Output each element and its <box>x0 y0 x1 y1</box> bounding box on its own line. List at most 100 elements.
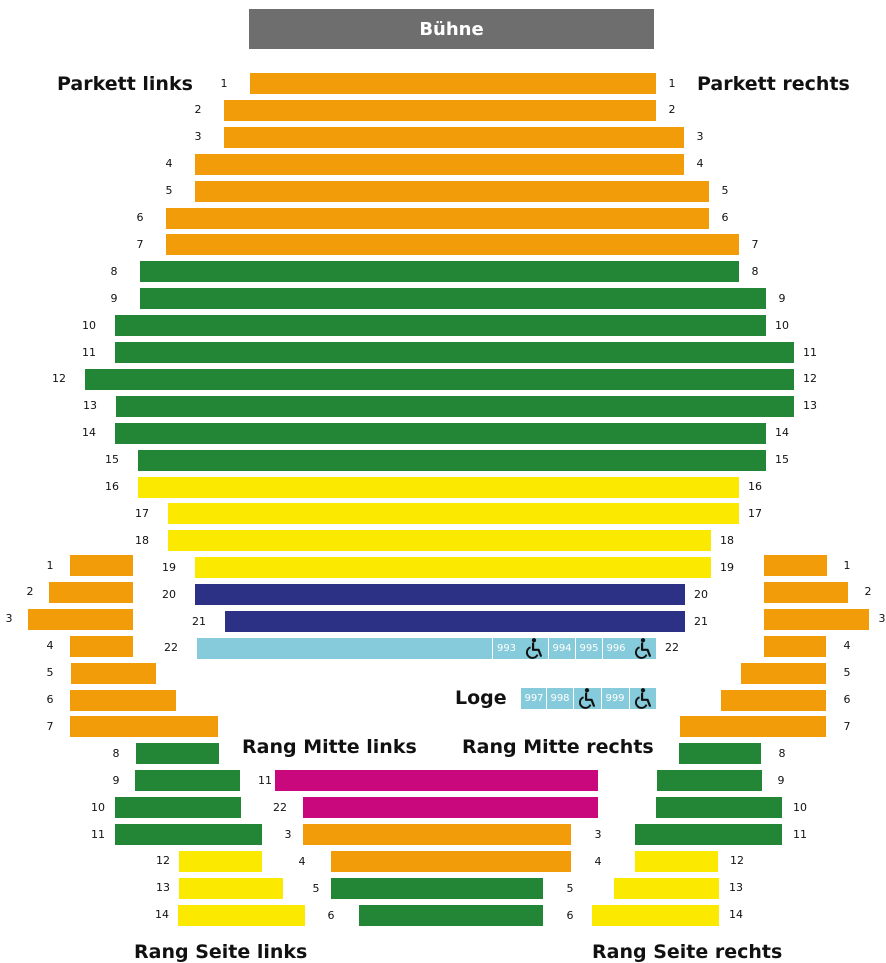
parkett-row-2[interactable] <box>224 99 656 121</box>
row-number-right: 10 <box>775 318 789 332</box>
parkett-row-15[interactable] <box>138 449 766 471</box>
seat-996[interactable]: 996 <box>606 642 626 654</box>
rang-seite-rechts-row-12[interactable] <box>635 850 718 872</box>
row-number: 12 <box>156 854 170 868</box>
row-number-right: 19 <box>720 560 734 574</box>
rang-seite-rechts-row-6[interactable] <box>721 689 826 711</box>
rang-seite-links-row-6[interactable] <box>70 689 176 711</box>
parkett-row-8[interactable] <box>140 261 739 283</box>
parkett-row-11[interactable] <box>115 342 794 363</box>
rang-seite-links-row-11[interactable] <box>115 824 262 845</box>
rang-seite-rechts-row-3[interactable] <box>764 608 869 630</box>
parkett-row-18[interactable] <box>168 530 711 552</box>
wheelchair-icon[interactable] <box>576 687 598 709</box>
rang-mitte-row-11[interactable] <box>275 770 598 791</box>
row-number-left: 6 <box>136 211 144 224</box>
row-number: 5 <box>46 666 54 680</box>
rang-seite-links-row-9[interactable] <box>135 770 240 792</box>
rang-seite-links-row-14[interactable] <box>178 904 305 926</box>
section-parkett-links-label: Parkett links <box>57 73 193 95</box>
rang-seite-rechts-row-4[interactable] <box>764 635 826 657</box>
seat-divider <box>548 637 549 659</box>
parkett-row-17[interactable] <box>168 503 739 525</box>
parkett-row-9[interactable] <box>140 288 766 310</box>
rang-seite-links-row-5[interactable] <box>71 662 156 684</box>
parkett-row-12[interactable] <box>85 368 794 390</box>
rang-seite-rechts-row-1[interactable] <box>764 555 827 576</box>
parkett-row-7[interactable] <box>166 234 739 256</box>
rang-seite-links-row-12[interactable] <box>179 850 262 872</box>
rang-seite-rechts-row-13[interactable] <box>614 877 719 899</box>
row-number-left: 13 <box>83 399 97 413</box>
rang-seite-links-row-10[interactable] <box>115 797 241 819</box>
rang-seite-rechts-row-14[interactable] <box>592 904 719 926</box>
row-number: 7 <box>46 719 54 733</box>
rang-seite-links-row-3[interactable] <box>28 608 133 630</box>
seat-divider <box>546 688 547 709</box>
row-number-right: 1 <box>668 76 676 90</box>
parkett-row-16[interactable] <box>138 476 739 498</box>
rang-seite-rechts-row-8[interactable] <box>679 743 761 765</box>
rang-seite-links-row-2[interactable] <box>49 581 133 603</box>
row-number: 10 <box>793 800 807 814</box>
row-number-right: 17 <box>748 506 762 520</box>
rang-mitte-row-22[interactable] <box>303 797 598 818</box>
rang-seite-rechts-row-5[interactable] <box>741 662 826 684</box>
row-number-left: 5 <box>312 881 320 895</box>
section-rang-seite-links-label: Rang Seite links <box>134 941 308 963</box>
seat-995[interactable]: 995 <box>579 642 599 654</box>
parkett-row-19[interactable] <box>195 557 711 579</box>
seat-divider <box>602 637 603 659</box>
row-number-right: 6 <box>721 211 729 224</box>
wheelchair-icon[interactable] <box>523 637 545 659</box>
rang-seite-rechts-row-11[interactable] <box>635 824 782 845</box>
parkett-row-20[interactable] <box>195 584 685 606</box>
rang-seite-links-row-8[interactable] <box>136 743 219 765</box>
row-number-left: 8 <box>110 264 118 278</box>
row-number-right: 4 <box>696 157 704 171</box>
rang-seite-rechts-row-2[interactable] <box>764 581 848 603</box>
rang-seite-links-row-4[interactable] <box>70 635 133 657</box>
rang-seite-links-row-13[interactable] <box>179 877 283 899</box>
row-number-right: 2 <box>668 103 676 117</box>
row-number-left: 4 <box>165 157 173 171</box>
row-number-left: 22 <box>164 641 178 655</box>
row-number-right: 9 <box>778 291 786 305</box>
parkett-row-4[interactable] <box>195 153 684 175</box>
row-number-left: 14 <box>82 426 96 440</box>
parkett-row-10[interactable] <box>115 315 766 337</box>
rang-seite-rechts-row-10[interactable] <box>656 797 782 819</box>
seat-divider <box>573 688 574 709</box>
wheelchair-icon[interactable] <box>632 687 654 709</box>
seat-divider <box>492 637 493 659</box>
row-number-left: 2 <box>194 103 202 117</box>
seat-999[interactable]: 999 <box>605 693 625 704</box>
rang-seite-links-row-1[interactable] <box>70 555 133 576</box>
parkett-row-14[interactable] <box>115 422 766 444</box>
parkett-row-13[interactable] <box>116 395 794 417</box>
rang-mitte-row-5[interactable] <box>331 878 543 899</box>
parkett-row-1[interactable] <box>250 73 656 94</box>
parkett-row-5[interactable] <box>195 180 709 202</box>
section-loge-label: Loge <box>455 687 507 709</box>
rang-seite-rechts-row-9[interactable] <box>657 770 762 792</box>
seat-993[interactable]: 993 <box>496 642 517 654</box>
row-number: 11 <box>793 827 807 841</box>
row-number: 14 <box>729 908 743 922</box>
rang-mitte-row-4[interactable] <box>331 851 571 872</box>
row-number-left: 3 <box>194 130 202 144</box>
rang-mitte-row-3[interactable] <box>303 824 571 845</box>
parkett-row-6[interactable] <box>166 207 709 229</box>
seat-997[interactable]: 997 <box>524 693 544 704</box>
parkett-row-21[interactable] <box>225 611 685 632</box>
seat-994[interactable]: 994 <box>552 642 572 654</box>
rang-seite-links-row-7[interactable] <box>70 716 218 738</box>
row-number: 6 <box>843 693 851 706</box>
parkett-row-3[interactable] <box>224 126 684 148</box>
rang-mitte-row-6[interactable] <box>359 905 543 926</box>
section-rang-mitte-links-label: Rang Mitte links <box>242 736 417 758</box>
rang-seite-rechts-row-7[interactable] <box>680 716 826 738</box>
wheelchair-icon[interactable] <box>632 637 654 659</box>
seat-998[interactable]: 998 <box>550 693 570 704</box>
